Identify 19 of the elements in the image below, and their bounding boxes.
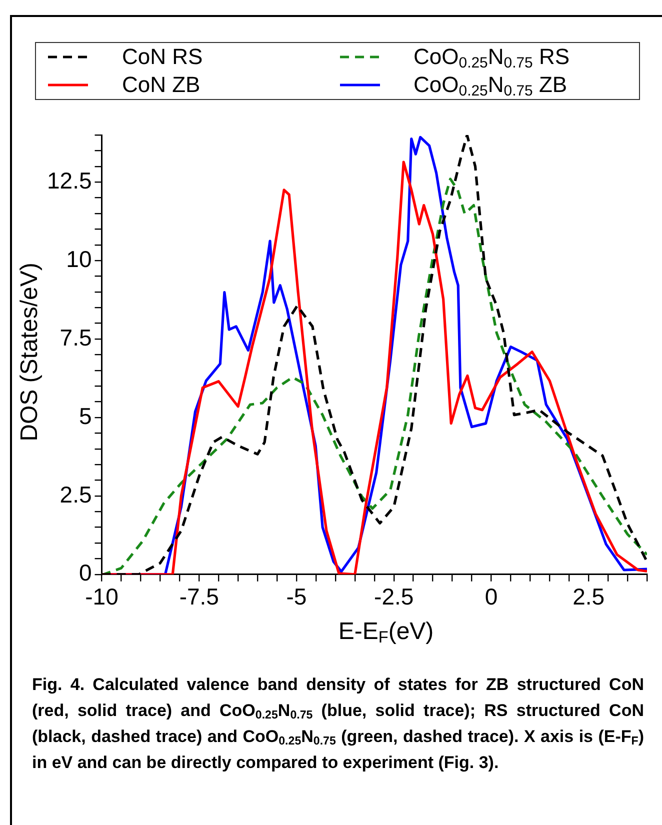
y-tick-label: 0 (78, 560, 92, 586)
x-tick-label: -5 (286, 584, 307, 610)
y-tick-label: 2.5 (60, 481, 92, 508)
x-tick-label: 2.5 (572, 584, 605, 610)
y-tick-label: 5 (78, 402, 92, 429)
x-tick-label: -2.5 (374, 584, 414, 610)
x-tick-label: 0 (484, 584, 498, 610)
y-axis-title: DOS (States/eV) (16, 262, 44, 442)
x-tick-label: -10 (85, 584, 118, 610)
text: Fig. 4. Calculated valence band density of states for ZB structured CoN (red, solid trace) and CoO$_{0.25}$N$_{0.75}$ (blue, solid trace); RS structured CoN (black, dashed trace) and CoO$_{0.25}$N$_{0.75}$ (green, dashed trace). X axis is (E-F$_{F}$) in eV and can be directly compared to experiment (Fig. 3). (32, 675, 644, 772)
legend-label: CoO$_{0.25}$N$_{0.75}$ RS (414, 44, 570, 72)
y-tick-label: 7.5 (60, 324, 92, 350)
x-axis-title: E-E$_{F}$(eV) (338, 618, 434, 647)
x-tick-label: -7.5 (179, 584, 219, 610)
legend-label: CoN RS (122, 44, 203, 70)
legend-label: CoN ZB (122, 72, 200, 98)
y-tick-label: 10 (66, 246, 92, 272)
y-tick-label: 12.5 (47, 167, 92, 194)
legend-label: CoO$_{0.25}$N$_{0.75}$ ZB (414, 72, 568, 100)
